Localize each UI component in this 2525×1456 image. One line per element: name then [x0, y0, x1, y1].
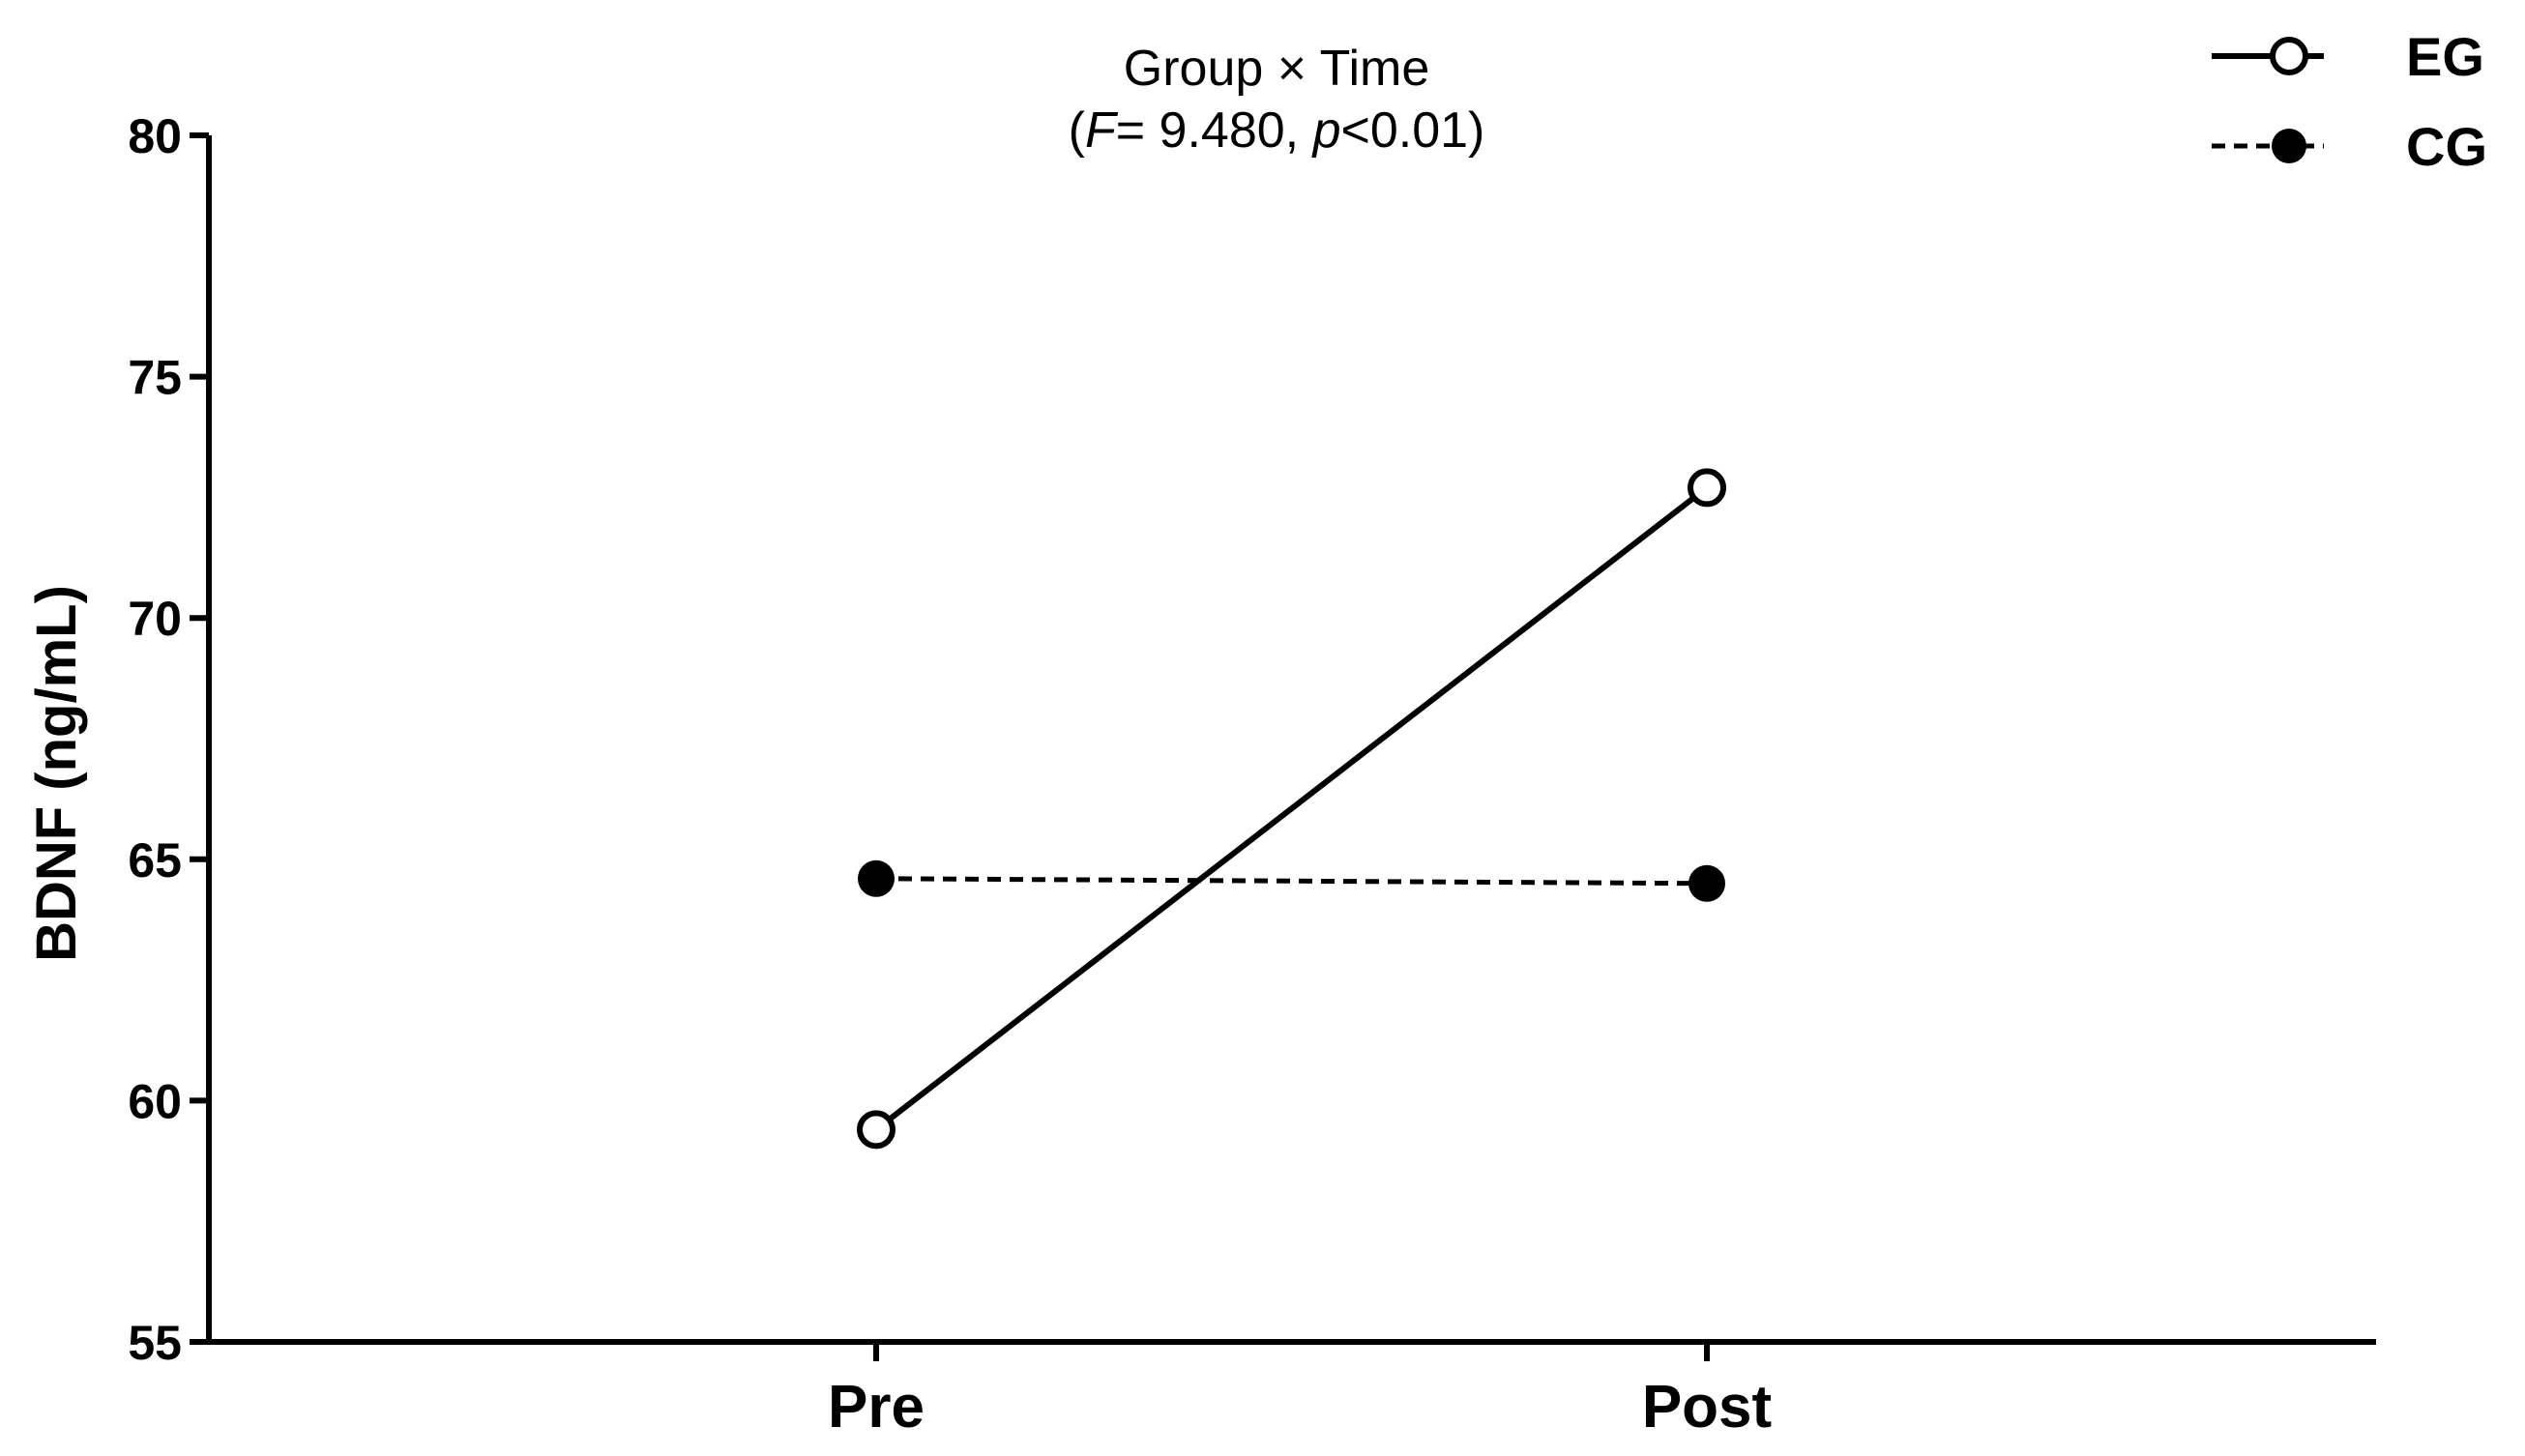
subtitle: (F= 9.480, p<0.01) [1069, 102, 1485, 159]
series-line-eg [874, 485, 1709, 1132]
x-tick-label: Post [1642, 1374, 1772, 1441]
y-tick-label: 65 [128, 833, 182, 888]
legend-item-eg: EG [2212, 26, 2484, 87]
data-point-cg-pre [858, 859, 895, 897]
x-tick-label: Pre [828, 1374, 925, 1441]
legend: EG CG [2212, 26, 2487, 177]
legend-eg-label: EG [2406, 26, 2484, 87]
legend-eg-marker-icon [2270, 37, 2308, 75]
data-point-eg-pre [857, 1110, 895, 1150]
series-layer [857, 468, 1726, 1150]
legend-cg-marker-icon [2272, 129, 2306, 163]
y-tick-label: 60 [128, 1074, 182, 1128]
data-point-cg-post [1688, 864, 1725, 902]
y-tick-label: 70 [128, 592, 182, 646]
legend-item-cg: CG [2212, 116, 2487, 177]
series-line-cg [875, 876, 1708, 887]
y-axis-label: BDNF (ng/mL) [25, 585, 88, 962]
y-tick-label: 55 [128, 1316, 182, 1370]
y-tick-label: 75 [128, 351, 182, 405]
x-axis-ticks: Pre Post [828, 1342, 1772, 1441]
data-point-eg-post [1688, 468, 1726, 508]
title: Group × Time [1124, 41, 1429, 97]
chart-title: Group × Time (F= 9.480, p<0.01) [1069, 41, 1485, 159]
y-axis-ticks: 55 60 65 70 75 80 [128, 109, 209, 1370]
y-tick-label: 80 [128, 109, 182, 163]
legend-cg-label: CG [2406, 116, 2487, 177]
